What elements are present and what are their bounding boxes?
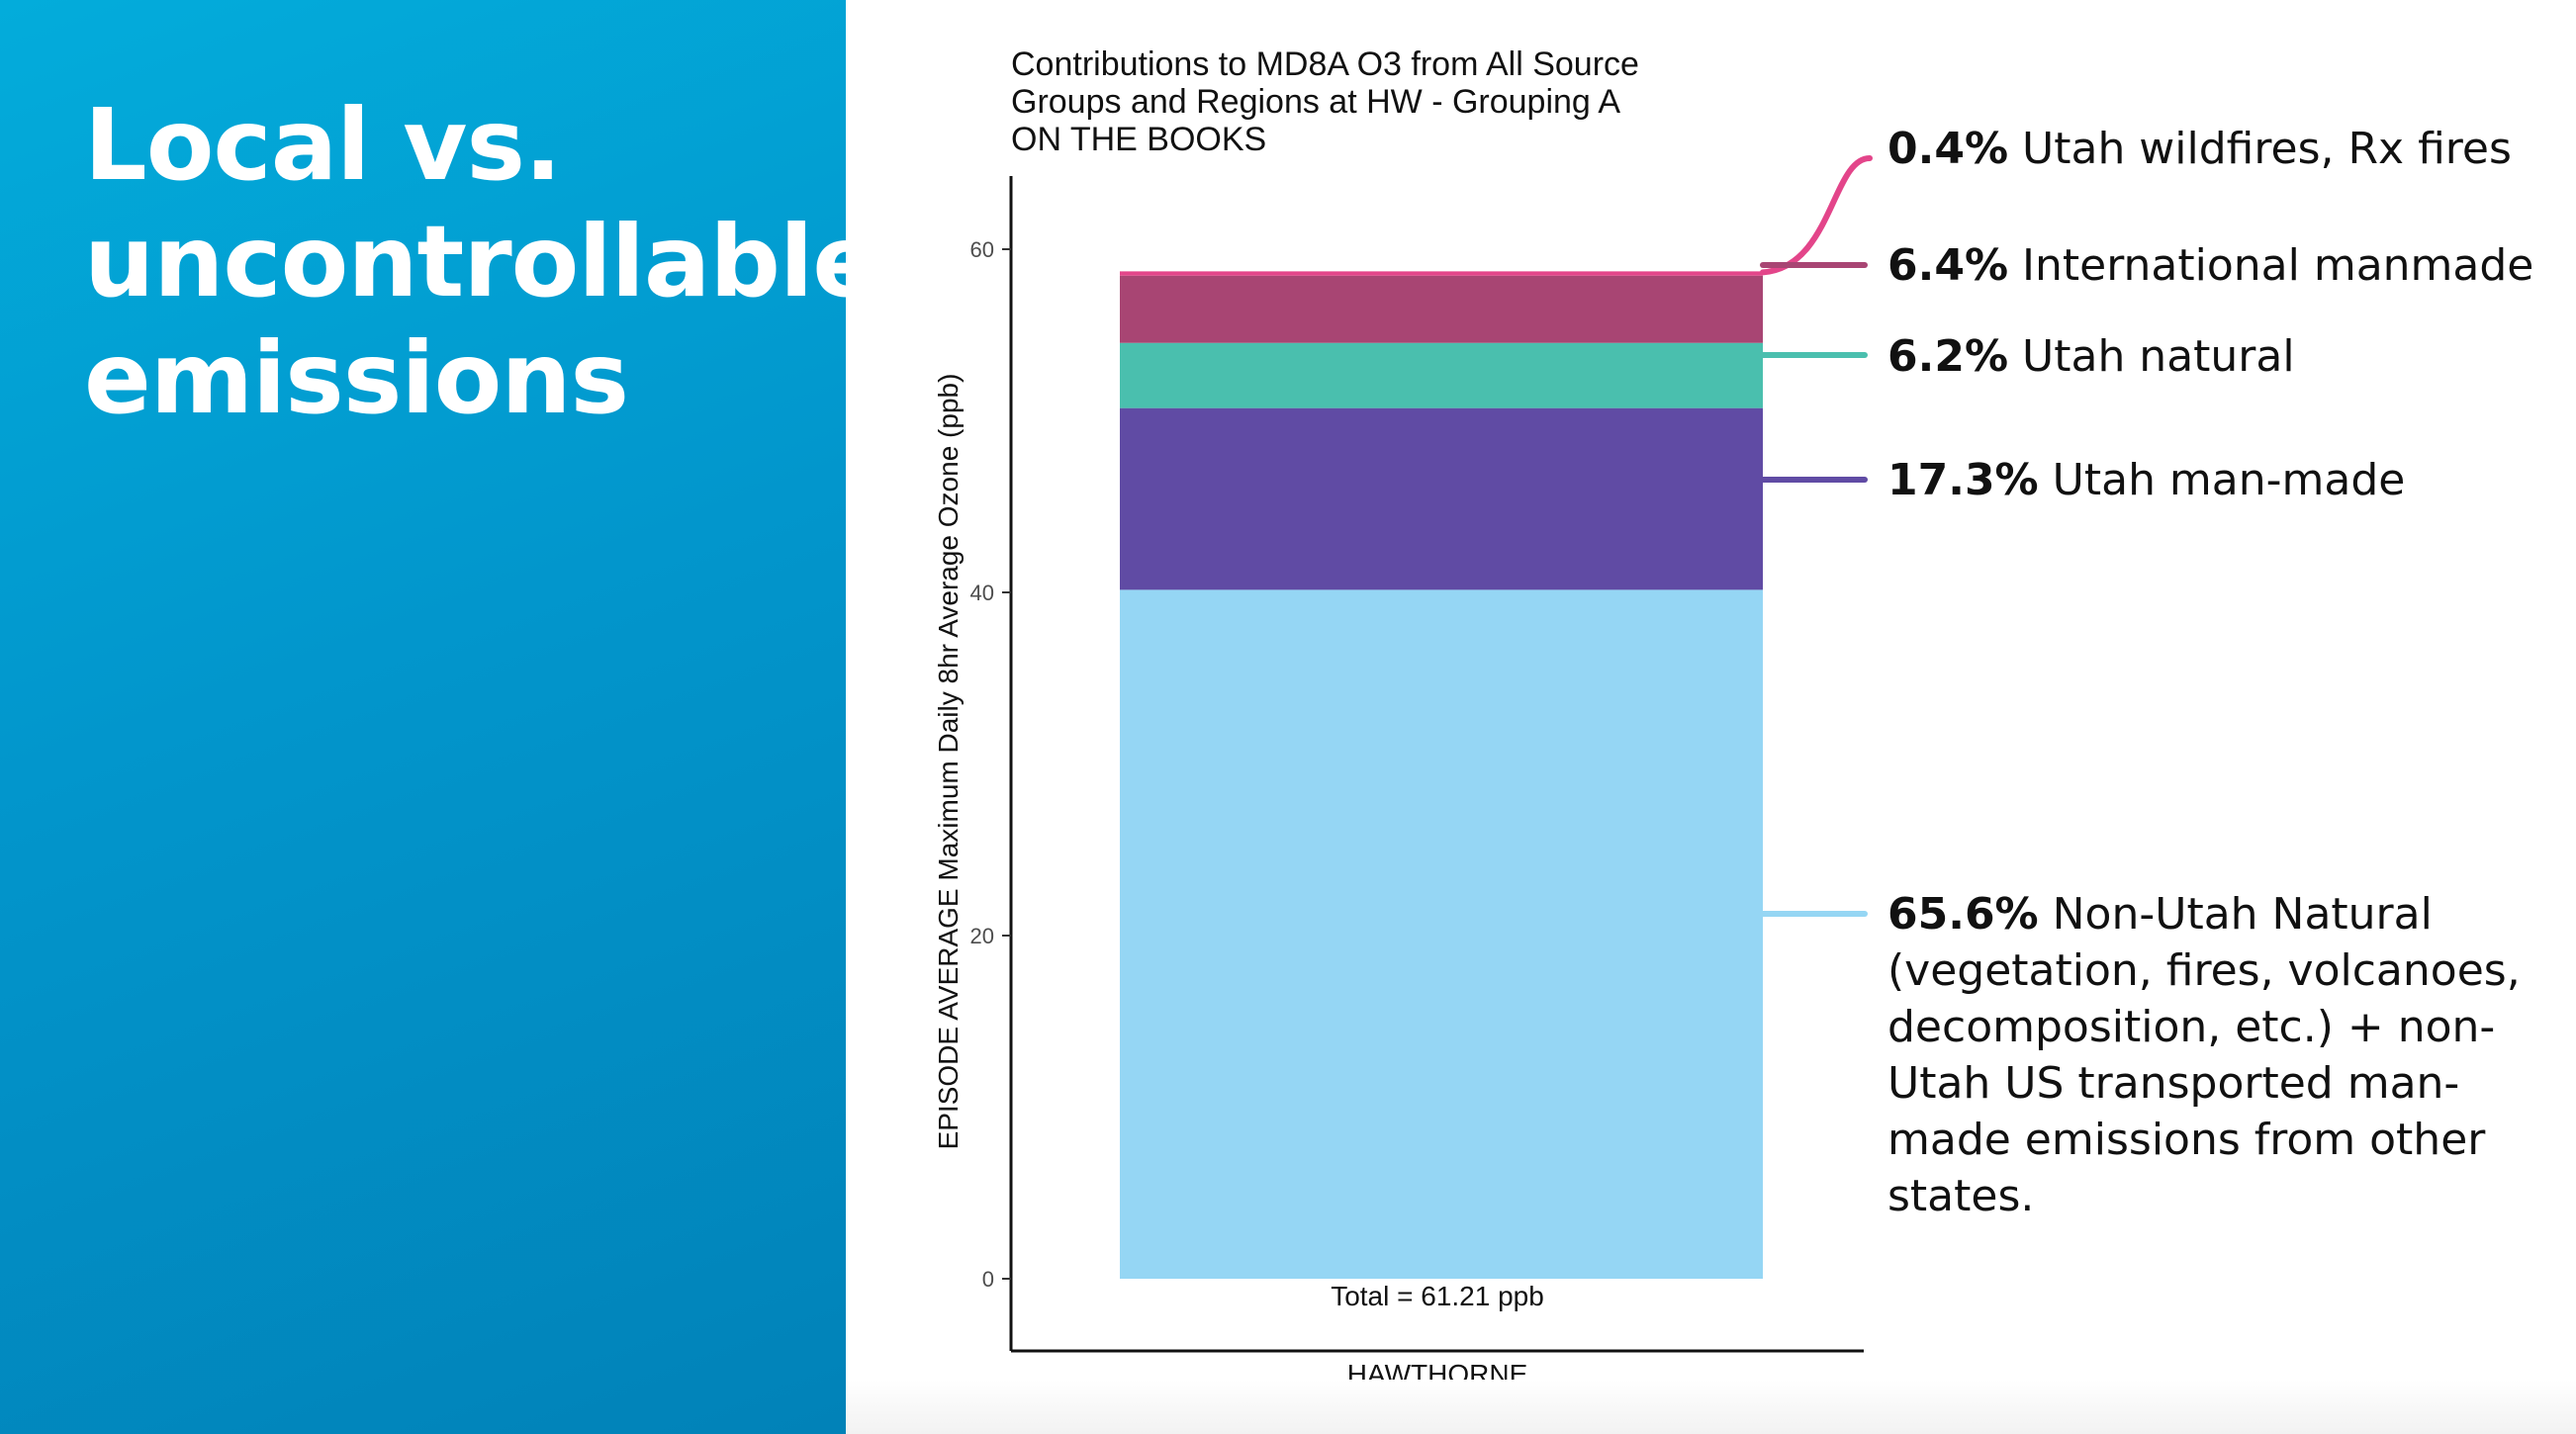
slide-title: Local vs. uncontrollable emissions [84, 87, 879, 436]
bar-segment [1120, 407, 1763, 590]
annotation-pct: 6.2% [1887, 331, 2009, 382]
annotation-pct: 65.6% [1887, 889, 2039, 940]
annotation-text: Utah natural [2008, 331, 2295, 382]
annotation-non-utah-natural: 65.6% Non-Utah Natural (vegetation, fire… [1887, 886, 2521, 1224]
leader-lines [1760, 155, 1873, 917]
annotation-utah-natural: 6.2% Utah natural [1887, 328, 2295, 385]
annotation-international-manmade: 6.4% International manmade [1887, 237, 2533, 294]
bottom-shadow [846, 1380, 2576, 1434]
bar-group [1120, 271, 1763, 1279]
annotation-text: International manmade [2008, 240, 2534, 291]
y-tick-label: 20 [970, 924, 994, 948]
annotation-text: Utah wildfires, Rx fires [2008, 124, 2512, 174]
y-tick-label: 40 [970, 581, 994, 605]
annotation-text: Non-Utah Natural (vegetation, fires, vol… [1887, 889, 2521, 1221]
annotation-utah-man-made: 17.3% Utah man-made [1887, 452, 2405, 508]
bar-segment [1120, 271, 1763, 276]
y-tick-label: 0 [982, 1267, 994, 1292]
bar-segment [1120, 589, 1763, 1279]
annotation-pct: 6.4% [1887, 240, 2009, 291]
total-label: Total = 61.21 ppb [1331, 1281, 1544, 1311]
annotation-text: Utah man-made [2038, 455, 2406, 505]
y-axis: 0 20 40 60 [970, 176, 1013, 1351]
bar-segment [1120, 275, 1763, 343]
annotation-pct: 17.3% [1887, 455, 2039, 505]
title-panel: Local vs. uncontrollable emissions [0, 0, 879, 1434]
annotation-utah-wildfires: 0.4% Utah wildfires, Rx fires [1887, 121, 2512, 177]
chart-area: Contributions to MD8A O3 from All Source… [846, 0, 2576, 1434]
y-tick-label: 60 [970, 237, 994, 262]
annotation-pct: 0.4% [1887, 124, 2009, 174]
leader-line [1760, 155, 1873, 276]
y-axis-title: EPISODE AVERAGE Maximum Daily 8hr Averag… [933, 374, 964, 1150]
bar-segment [1120, 342, 1763, 408]
chart-title: Contributions to MD8A O3 from All Source… [1011, 45, 1639, 158]
